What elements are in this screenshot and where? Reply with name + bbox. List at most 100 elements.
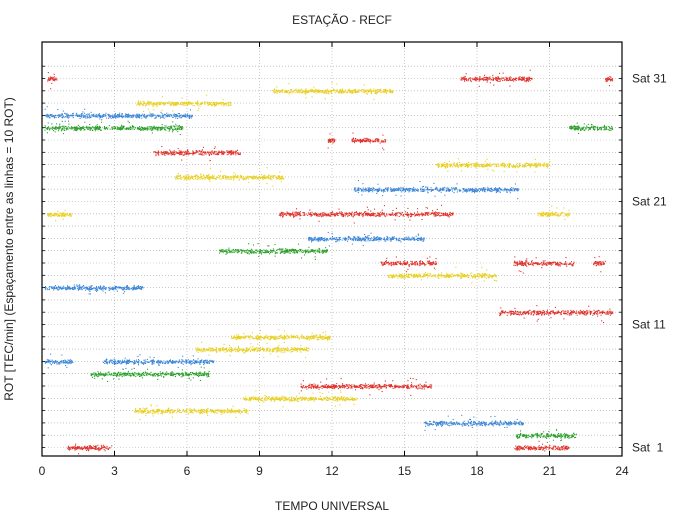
data-point xyxy=(107,114,109,116)
data-point xyxy=(155,116,157,118)
data-point xyxy=(499,80,501,82)
data-point xyxy=(385,141,387,143)
data-point xyxy=(436,214,438,216)
data-point xyxy=(88,113,90,115)
data-point xyxy=(411,190,413,192)
data-point xyxy=(612,78,614,80)
data-point xyxy=(456,165,458,167)
data-point xyxy=(353,222,355,224)
data-point xyxy=(522,76,524,78)
data-point xyxy=(195,102,197,104)
data-point xyxy=(179,116,181,118)
data-point xyxy=(511,189,513,191)
data-point xyxy=(464,77,466,79)
data-point xyxy=(227,103,229,105)
data-point xyxy=(299,91,301,93)
data-point xyxy=(147,128,149,130)
data-point xyxy=(120,129,122,131)
data-point xyxy=(136,114,138,116)
data-point xyxy=(147,127,149,129)
data-point xyxy=(502,72,504,74)
data-point xyxy=(172,129,174,131)
data-point xyxy=(179,114,181,116)
data-point xyxy=(374,239,376,241)
data-point xyxy=(159,129,161,131)
data-point xyxy=(286,214,288,216)
data-point xyxy=(319,237,321,239)
data-point xyxy=(187,178,189,180)
data-point xyxy=(157,126,159,128)
data-point xyxy=(239,177,241,179)
data-point xyxy=(128,128,130,130)
data-point xyxy=(177,131,179,133)
data-point xyxy=(482,166,484,168)
data-point xyxy=(283,212,285,214)
data-point xyxy=(398,190,400,192)
data-point xyxy=(500,165,502,167)
data-point xyxy=(68,214,70,216)
data-point xyxy=(215,103,217,105)
data-point xyxy=(436,187,438,189)
data-point xyxy=(365,214,367,216)
data-point xyxy=(157,129,159,131)
data-point xyxy=(331,239,333,241)
data-point xyxy=(457,165,459,167)
data-point xyxy=(389,90,391,92)
data-point xyxy=(398,240,400,242)
data-point xyxy=(423,189,425,191)
data-point xyxy=(400,214,402,216)
data-point xyxy=(545,213,547,215)
data-point xyxy=(216,153,218,155)
data-point xyxy=(400,241,402,243)
data-point xyxy=(175,102,177,104)
data-point xyxy=(487,189,489,191)
data-point xyxy=(377,212,379,214)
data-point xyxy=(363,214,365,216)
data-point xyxy=(245,176,247,178)
data-point xyxy=(81,115,83,117)
data-point xyxy=(166,112,168,114)
data-point xyxy=(270,176,272,178)
data-point xyxy=(82,116,84,118)
data-point xyxy=(463,190,465,192)
data-point xyxy=(67,114,69,116)
data-point xyxy=(603,126,605,128)
data-point xyxy=(425,186,427,188)
data-point xyxy=(262,176,264,178)
data-point xyxy=(331,214,333,216)
data-point xyxy=(546,216,548,218)
data-point xyxy=(123,126,125,128)
data-point xyxy=(173,116,175,118)
data-point xyxy=(157,128,159,130)
data-point xyxy=(401,191,403,193)
data-point xyxy=(174,115,176,117)
data-point xyxy=(509,79,511,81)
data-point xyxy=(188,100,190,102)
data-point xyxy=(376,238,378,240)
data-point xyxy=(166,152,168,154)
data-point xyxy=(379,215,381,217)
data-point xyxy=(468,78,470,80)
data-point xyxy=(239,176,241,178)
data-point xyxy=(503,165,505,167)
data-point xyxy=(176,115,178,117)
data-point xyxy=(295,213,297,215)
data-point xyxy=(364,237,366,239)
data-point xyxy=(444,194,446,196)
data-point xyxy=(289,92,291,94)
data-point xyxy=(498,189,500,191)
data-point xyxy=(169,149,171,151)
data-point xyxy=(330,215,332,217)
data-point xyxy=(55,117,57,119)
data-point xyxy=(226,178,228,180)
data-point xyxy=(447,164,449,166)
data-point xyxy=(421,215,423,217)
data-point xyxy=(337,215,339,217)
data-point xyxy=(139,104,141,106)
data-point xyxy=(394,189,396,191)
data-point xyxy=(160,116,162,118)
satellite-pass xyxy=(278,204,454,224)
data-point xyxy=(294,215,296,217)
data-point xyxy=(461,78,463,80)
data-point xyxy=(495,76,497,78)
